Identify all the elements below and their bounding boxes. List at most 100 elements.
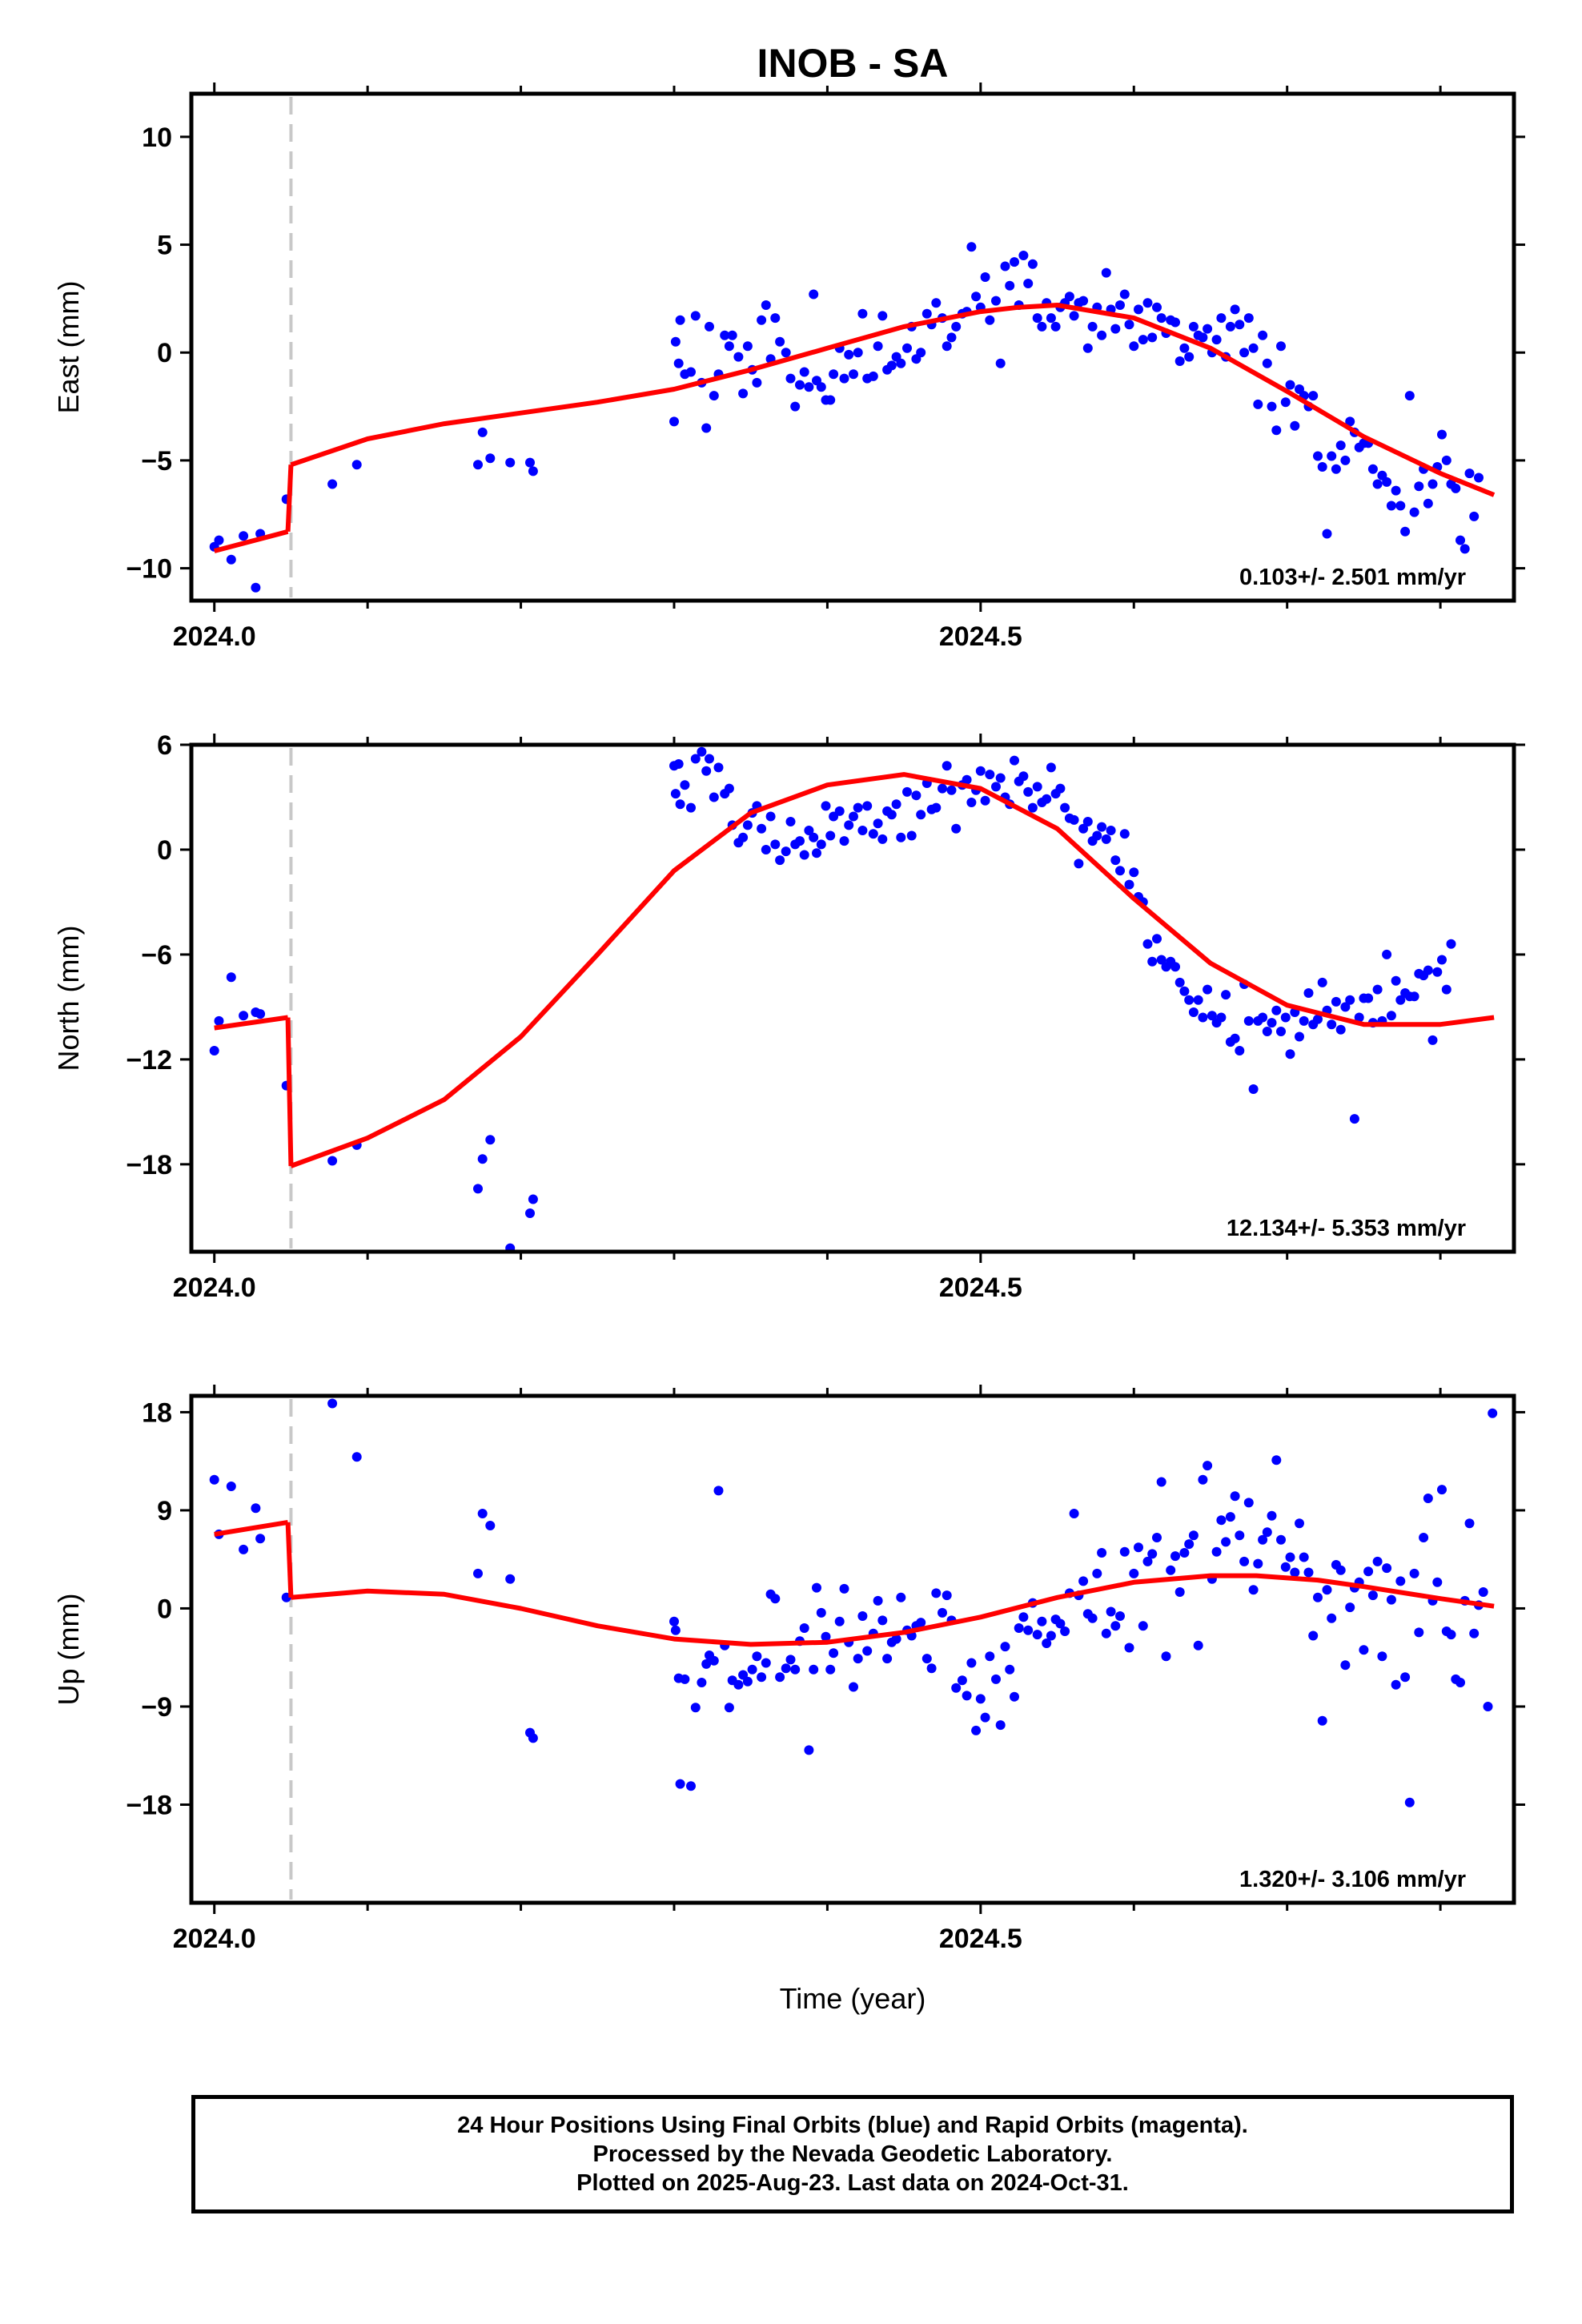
data-point — [686, 1781, 696, 1791]
data-point — [251, 1503, 261, 1514]
y-tick-label: 0 — [157, 1594, 172, 1624]
data-point — [1280, 1562, 1291, 1572]
model-offset-north — [285, 1017, 294, 1167]
data-point — [1243, 1498, 1254, 1508]
data-point — [942, 1590, 952, 1601]
data-point — [1023, 786, 1034, 797]
y-tick-label: −18 — [126, 1790, 172, 1820]
data-point — [804, 382, 814, 392]
data-point — [849, 1682, 858, 1692]
data-point — [1010, 1691, 1019, 1702]
data-point — [834, 806, 845, 816]
panel-east: −10 −5 0 5 10 2024.0 2024.5 East (mm) 0.103+/- 2… — [52, 0, 1525, 652]
data-point — [1230, 304, 1240, 315]
data-point — [1193, 995, 1203, 1005]
data-point — [825, 395, 836, 405]
data-point — [902, 343, 912, 353]
data-point — [799, 1623, 809, 1633]
data-point — [1267, 401, 1277, 412]
data-point — [966, 798, 977, 807]
data-point — [916, 348, 926, 358]
y-tick-label: −10 — [126, 554, 172, 585]
rate-annotation: 1.320+/- 3.106 mm/yr — [1239, 1867, 1466, 1892]
data-point — [1372, 984, 1383, 995]
data-point — [742, 820, 753, 830]
data-point — [1129, 1568, 1139, 1578]
data-point — [775, 855, 785, 866]
data-point — [1331, 464, 1341, 474]
x-tick-label: 2024.0 — [173, 1273, 256, 1303]
data-point — [1124, 879, 1134, 890]
data-point — [686, 367, 696, 377]
data-point — [327, 1156, 338, 1166]
data-point — [781, 846, 791, 857]
data-point — [1230, 1033, 1240, 1043]
data-point — [701, 766, 712, 776]
model-line-north-1 — [290, 772, 1495, 1168]
data-point — [844, 820, 854, 830]
data-point — [799, 850, 809, 860]
data-point — [1483, 1702, 1493, 1711]
data-point — [991, 1674, 1001, 1684]
data-point — [1423, 1494, 1433, 1503]
data-point — [1303, 988, 1314, 998]
data-point — [1170, 1551, 1180, 1562]
data-point — [1124, 1642, 1134, 1653]
data-point — [690, 1703, 701, 1713]
data-point — [770, 313, 781, 324]
data-point — [505, 1574, 516, 1584]
data-point — [1152, 302, 1162, 312]
y-axis-label: East (mm) — [52, 281, 85, 414]
data-point — [1271, 1005, 1282, 1015]
data-point — [809, 1664, 819, 1675]
data-point — [351, 1452, 362, 1462]
data-point — [1138, 1621, 1148, 1631]
data-point — [1404, 391, 1415, 401]
data-point — [821, 1631, 831, 1642]
data-point — [812, 1582, 821, 1593]
data-point — [724, 341, 734, 352]
data-point — [1395, 501, 1406, 511]
data-point — [1010, 755, 1019, 766]
data-point — [1106, 1606, 1116, 1617]
data-point — [1184, 995, 1195, 1005]
data-point — [891, 1634, 901, 1644]
data-point — [1317, 462, 1327, 472]
data-point — [1409, 1568, 1419, 1578]
data-point — [857, 1611, 868, 1621]
data-point — [1367, 464, 1378, 474]
data-point — [673, 759, 684, 769]
data-point — [790, 1664, 801, 1675]
data-point — [839, 373, 849, 384]
data-point — [1267, 1018, 1277, 1028]
data-point — [1267, 1510, 1277, 1521]
x-tick-label: 2024.0 — [173, 621, 256, 652]
data-point — [1479, 0, 1488, 5]
data-point — [705, 321, 714, 332]
data-point — [1335, 440, 1346, 451]
data-point — [1469, 511, 1480, 521]
data-point — [896, 1592, 906, 1602]
data-point — [505, 457, 516, 468]
data-point — [1469, 0, 1479, 5]
data-point — [477, 1154, 488, 1164]
data-point — [839, 1583, 849, 1594]
data-point — [809, 832, 819, 842]
data-point — [1005, 280, 1015, 291]
data-point — [675, 315, 685, 325]
data-point — [690, 754, 701, 764]
data-point — [1395, 1576, 1406, 1586]
data-point — [733, 1679, 744, 1690]
data-point — [946, 785, 957, 795]
data-point — [1050, 321, 1061, 332]
data-point — [946, 332, 957, 343]
data-point — [1106, 826, 1116, 835]
data-point — [1382, 476, 1392, 487]
data-point — [239, 1544, 249, 1554]
data-point — [1188, 1530, 1199, 1541]
data-point — [727, 330, 737, 340]
data-point — [781, 348, 791, 358]
data-point — [1005, 1664, 1015, 1675]
data-point — [1142, 939, 1153, 949]
data-point — [1046, 762, 1056, 773]
